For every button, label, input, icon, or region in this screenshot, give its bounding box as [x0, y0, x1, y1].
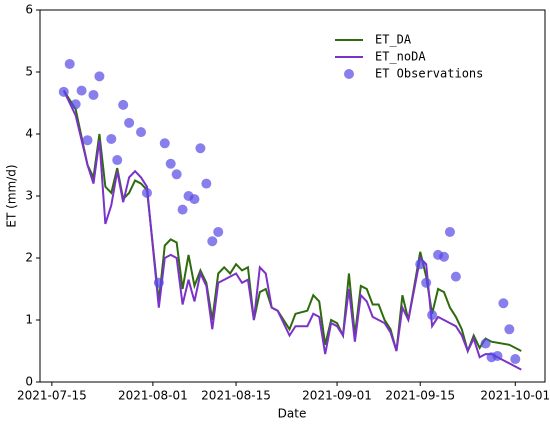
y-tick-label: 3	[25, 189, 33, 203]
y-tick-label: 2	[25, 251, 33, 265]
observation-point	[201, 178, 212, 189]
y-tick-label: 5	[25, 65, 33, 79]
observation-point	[88, 89, 99, 100]
observation-point	[58, 86, 69, 97]
observation-point	[177, 204, 188, 215]
observation-point	[439, 251, 449, 262]
x-tick-label: 2021-09-15	[385, 389, 455, 403]
observation-point	[510, 354, 521, 365]
y-tick-label: 4	[25, 127, 33, 141]
observation-point	[427, 310, 438, 321]
observation-point	[124, 117, 135, 128]
observation-point	[94, 71, 105, 82]
legend-label: ET Observations	[375, 67, 483, 81]
observation-point	[165, 158, 176, 169]
x-tick-label: 2021-08-15	[201, 389, 271, 403]
observation-point	[112, 155, 123, 166]
observation-point	[106, 133, 117, 144]
legend-label: ET_noDA	[375, 50, 426, 64]
observation-point	[421, 277, 432, 288]
legend-marker	[344, 69, 354, 79]
line	[62, 90, 522, 371]
x-tick-label: 2021-09-01	[302, 389, 372, 403]
observation-point	[213, 226, 224, 237]
observation-point	[415, 259, 426, 270]
observation-point	[171, 169, 182, 180]
observation-point	[82, 135, 93, 146]
observation-point	[70, 99, 81, 110]
observation-point	[64, 58, 75, 69]
observation-point	[492, 350, 503, 361]
line	[62, 90, 522, 355]
observation-point	[504, 324, 515, 335]
x-tick-label: 2021-10-01	[480, 389, 550, 403]
observation-point	[118, 99, 129, 110]
observation-point	[76, 85, 87, 96]
observation-point	[195, 143, 206, 154]
observation-point	[450, 271, 461, 282]
y-tick-label: 0	[25, 375, 33, 389]
observation-point	[141, 187, 152, 198]
observation-point	[498, 298, 509, 309]
observation-point	[153, 277, 164, 288]
y-axis-label: ET (mm/d)	[5, 164, 19, 227]
observation-point	[480, 338, 491, 349]
legend-label: ET_DA	[375, 33, 412, 47]
observation-point	[159, 138, 170, 149]
observation-point	[207, 236, 218, 247]
y-tick-label: 6	[25, 3, 33, 17]
observation-point	[444, 226, 455, 237]
observation-point	[189, 194, 200, 205]
y-tick-label: 1	[25, 313, 33, 327]
x-axis-label: Date	[278, 407, 307, 421]
observation-point	[136, 127, 146, 138]
x-tick-label: 2021-08-01	[118, 389, 188, 403]
x-tick-label: 2021-07-15	[17, 389, 87, 403]
